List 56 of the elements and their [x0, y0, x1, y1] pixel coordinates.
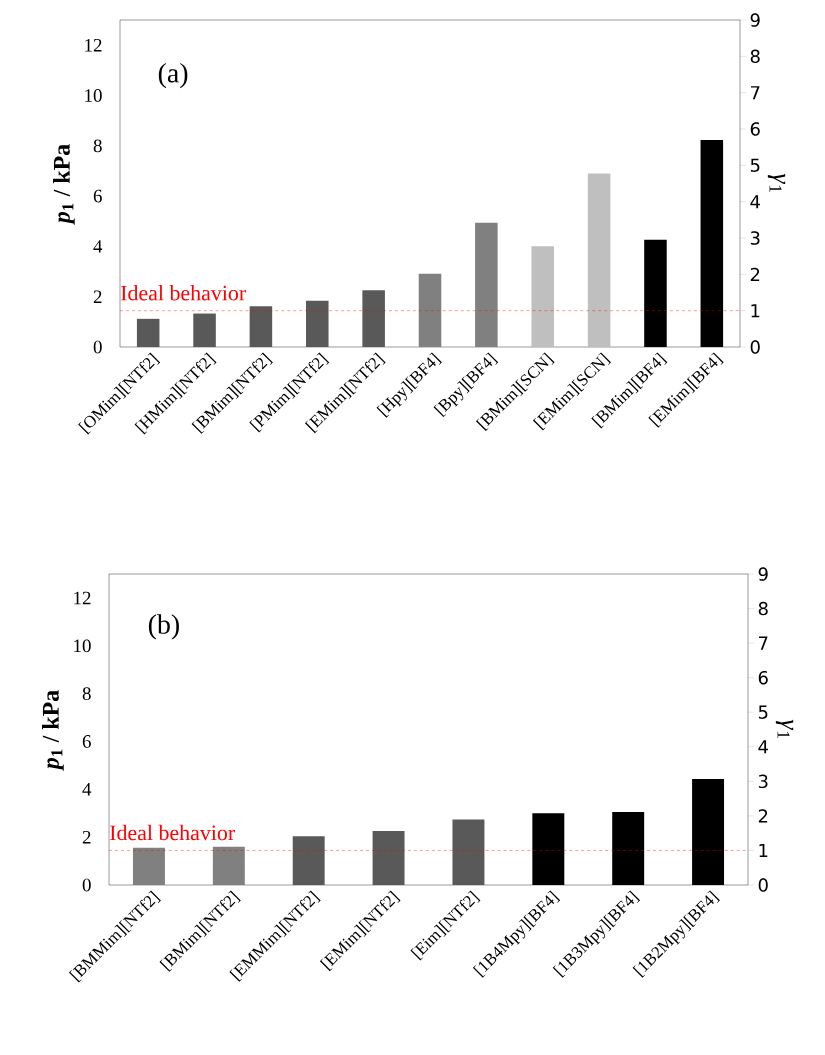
y2-axis-title: γ$_{1}$: [775, 719, 794, 739]
y2-axis-title: γ$_{1}$: [767, 173, 786, 193]
annotation: (a): [158, 62, 188, 89]
y2-tick-label: 7: [751, 86, 760, 100]
bar: [452, 819, 485, 886]
y2-tick-label: 4: [750, 195, 760, 209]
bar: [136, 318, 160, 347]
y-tick-label: 2: [93, 290, 102, 303]
bar: [212, 846, 245, 886]
y-tick-label: 2: [82, 830, 91, 844]
y2-tick-label: 0: [750, 340, 760, 354]
y2-tick-label: 9: [758, 567, 768, 581]
y2-tick-label: 8: [750, 49, 760, 64]
bar: [249, 306, 273, 347]
y2-tick-label: 8: [758, 601, 768, 616]
bar: [362, 290, 385, 347]
y2-tick-label: 2: [750, 267, 760, 281]
bar: [132, 847, 165, 886]
y2-tick-label: 4: [758, 740, 768, 754]
bar: [531, 246, 554, 347]
y-tick-label: 6: [82, 735, 91, 748]
y2-tick-label: 0: [758, 878, 768, 892]
y2-tick-label: 5: [750, 158, 760, 172]
annotation: (b): [148, 614, 179, 640]
y-axis-title: p$_{1}$ / kPa: [53, 144, 75, 225]
y2-tick-label: 3: [758, 774, 768, 789]
bar: [306, 300, 329, 347]
y-tick-label: 10: [85, 89, 102, 102]
y-axis-title: p$_{1}$ / kPa: [42, 690, 64, 771]
y-tick-label: 0: [82, 878, 91, 892]
y2-tick-label: 1: [759, 843, 768, 857]
bar: [475, 222, 498, 347]
bar: [372, 830, 405, 886]
bar: [292, 836, 325, 886]
y2-tick-label: 9: [750, 13, 760, 27]
y-tick-label: 10: [74, 639, 91, 653]
y-tick-label: 8: [82, 687, 91, 701]
y2-tick-label: 2: [758, 809, 768, 823]
y-tick-label: 6: [93, 189, 102, 203]
y-tick-label: 12: [85, 38, 102, 52]
y2-tick-label: 1: [751, 304, 760, 318]
y2-tick-label: 6: [758, 670, 768, 685]
bar: [193, 313, 216, 347]
y-tick-label: 4: [93, 240, 103, 253]
y2-tick-label: 5: [758, 705, 768, 719]
y-tick-label: 12: [74, 591, 91, 605]
bar: [418, 273, 442, 347]
ref-line-label: Ideal behavior: [110, 824, 235, 841]
y-tick-label: 0: [93, 340, 102, 354]
y-tick-label: 8: [93, 139, 102, 153]
y-tick-label: 4: [82, 783, 92, 796]
bar: [587, 173, 611, 347]
y2-tick-label: 7: [759, 636, 768, 650]
ref-line-label: Ideal behavior: [121, 285, 246, 301]
y2-tick-label: 6: [750, 122, 760, 136]
y2-tick-label: 3: [750, 231, 760, 245]
